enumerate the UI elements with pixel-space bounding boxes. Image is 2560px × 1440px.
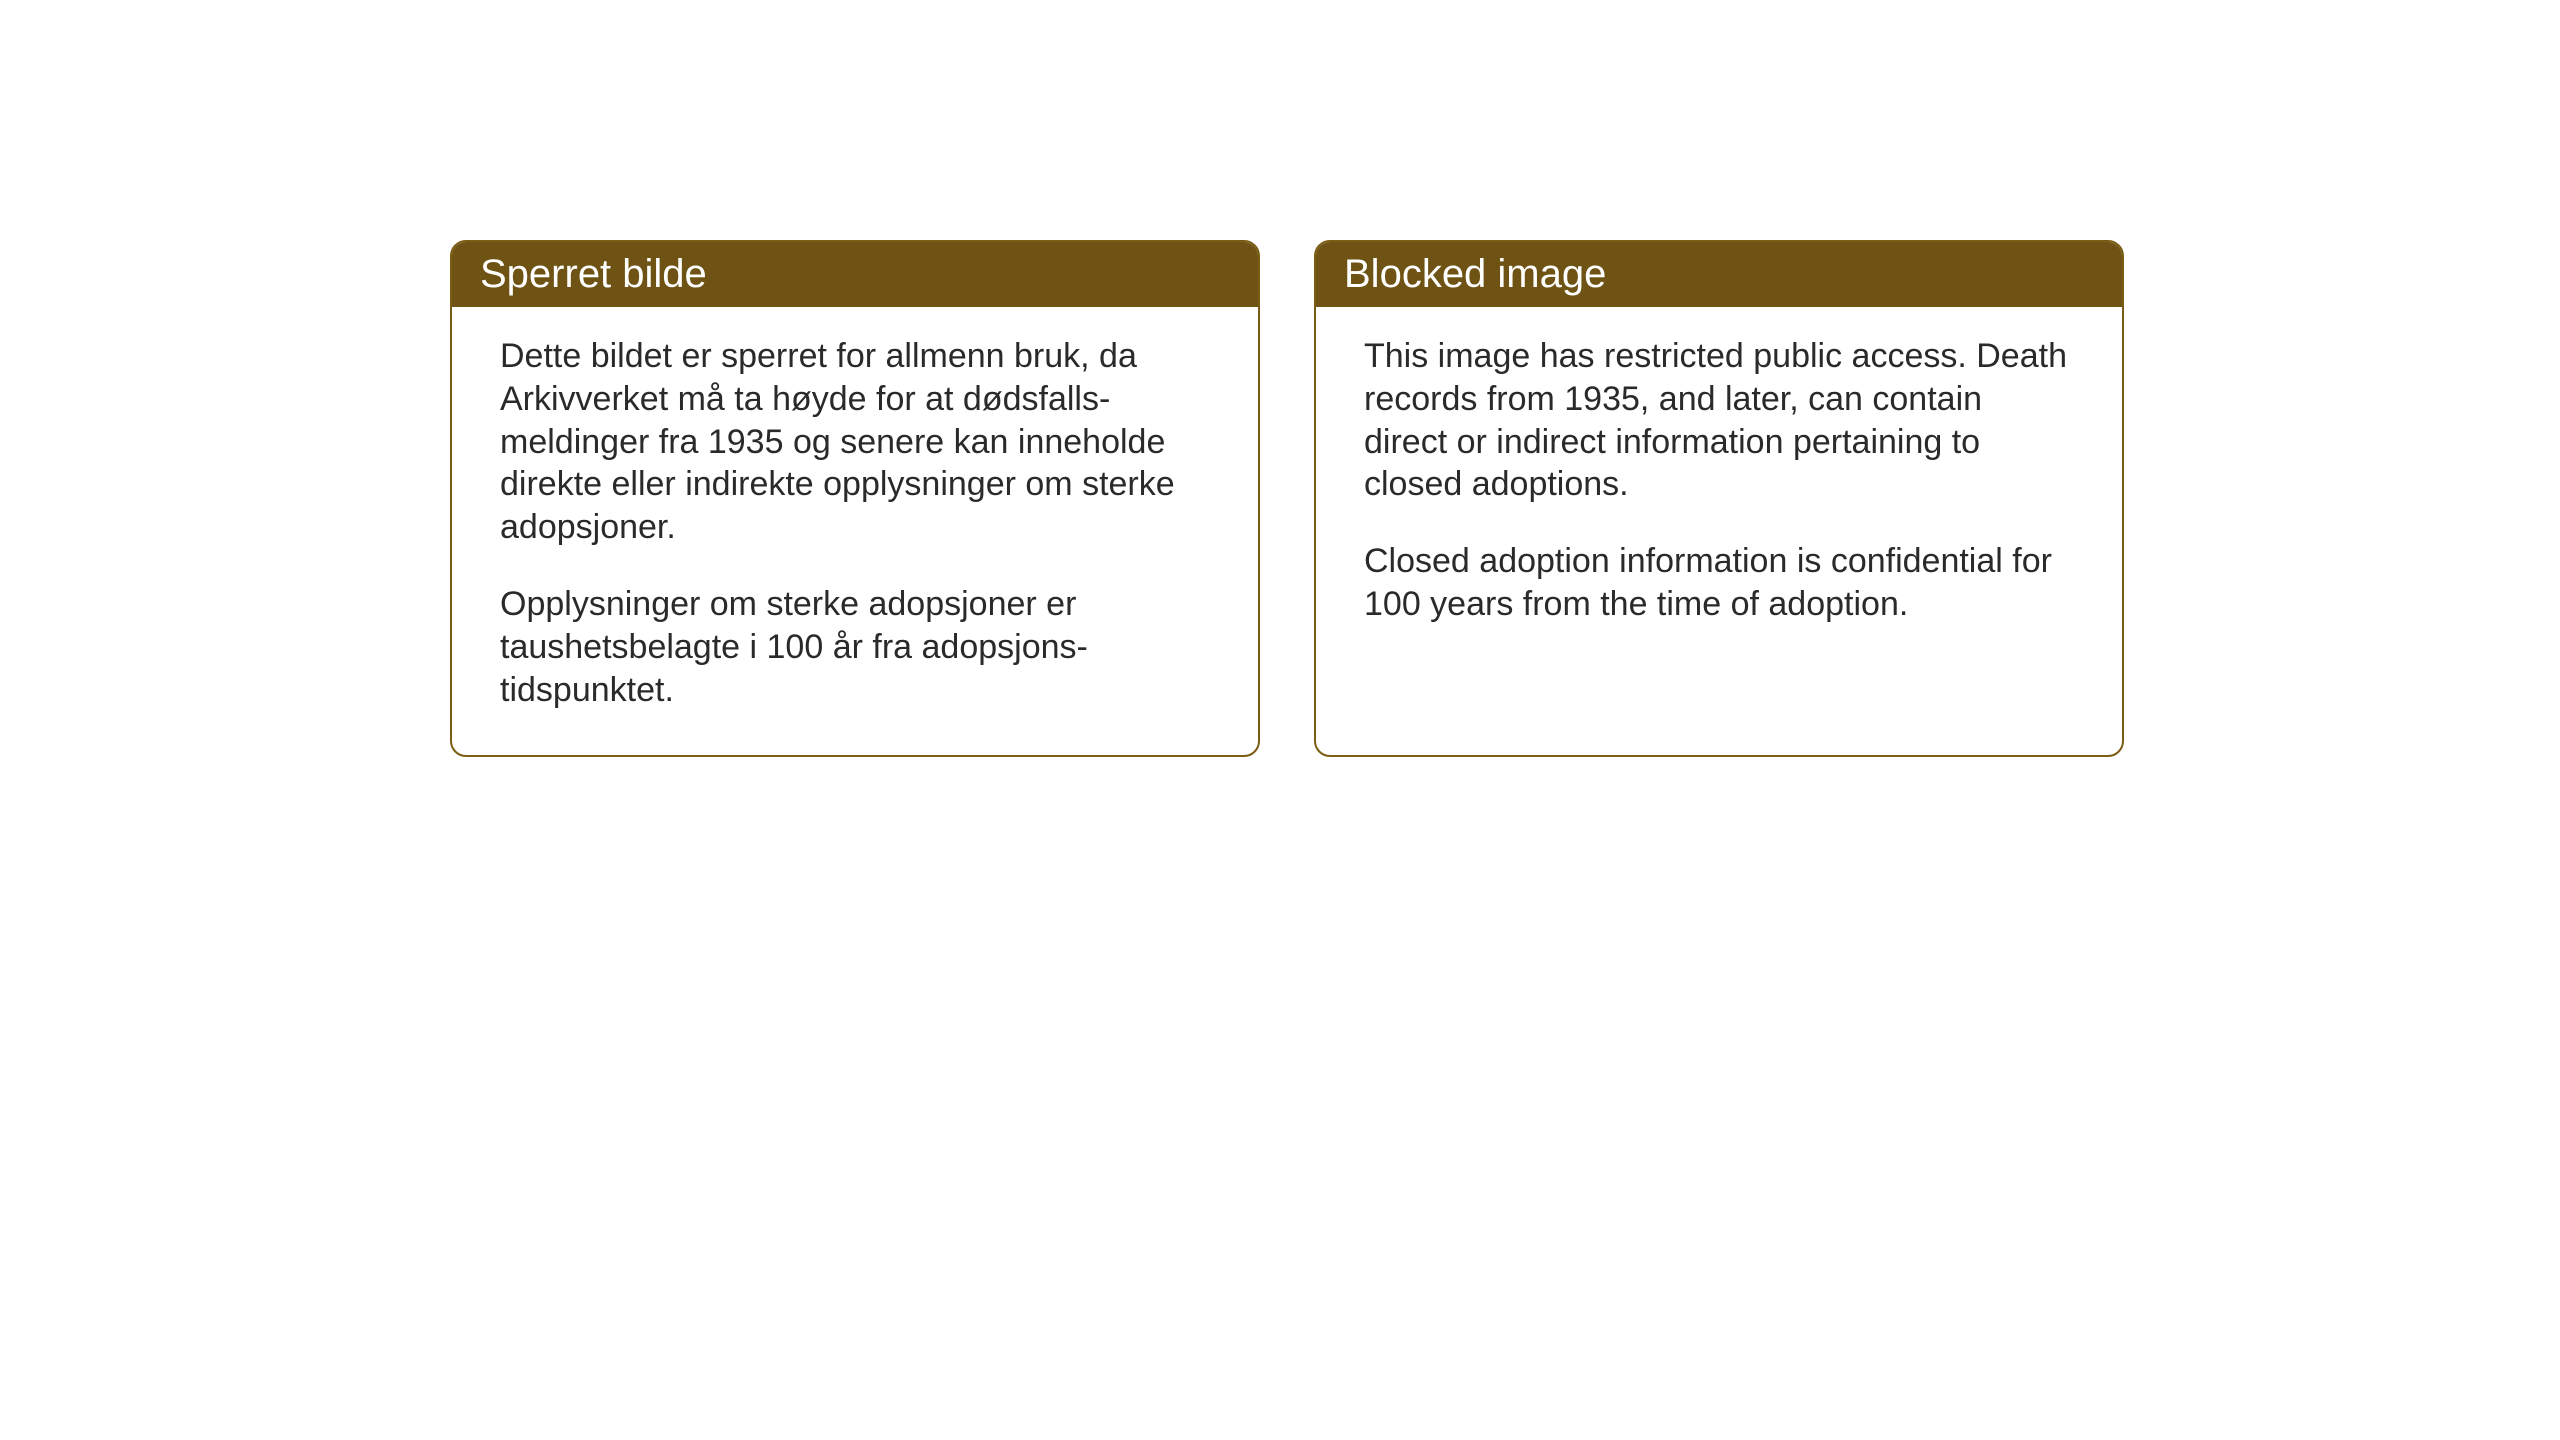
card-title: Blocked image — [1344, 252, 1606, 296]
notice-container: Sperret bilde Dette bildet er sperret fo… — [450, 240, 2124, 757]
card-paragraph: This image has restricted public access.… — [1364, 335, 2074, 506]
card-paragraph: Dette bildet er sperret for allmenn bruk… — [500, 335, 1210, 549]
card-header-norwegian: Sperret bilde — [452, 242, 1258, 307]
card-body-english: This image has restricted public access.… — [1316, 307, 2122, 755]
card-paragraph: Opplysninger om sterke adopsjoner er tau… — [500, 583, 1210, 711]
card-body-norwegian: Dette bildet er sperret for allmenn bruk… — [452, 307, 1258, 755]
card-paragraph: Closed adoption information is confident… — [1364, 540, 2074, 626]
notice-card-english: Blocked image This image has restricted … — [1314, 240, 2124, 757]
card-title: Sperret bilde — [480, 252, 707, 296]
card-header-english: Blocked image — [1316, 242, 2122, 307]
notice-card-norwegian: Sperret bilde Dette bildet er sperret fo… — [450, 240, 1260, 757]
